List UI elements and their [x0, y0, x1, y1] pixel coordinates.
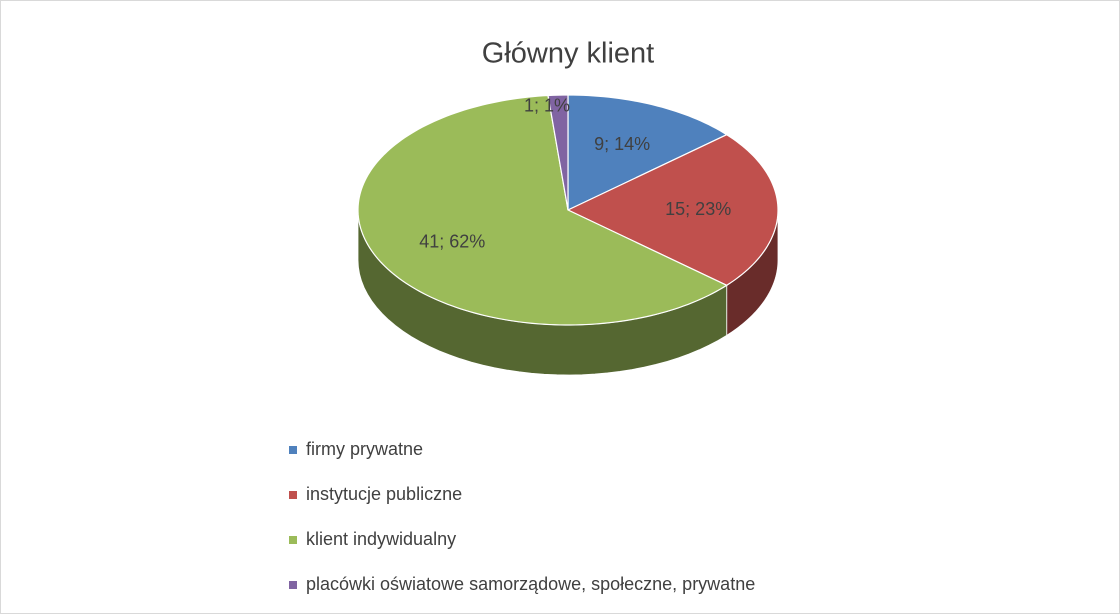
data-label: 9; 14%	[594, 134, 650, 154]
legend-swatch	[289, 581, 297, 589]
slice	[567, 94, 728, 211]
legend-label: instytucje publiczne	[306, 484, 462, 504]
legend-label: klient indywidualny	[306, 529, 456, 549]
legend-label: placówki oświatowe samorządowe, społeczn…	[306, 574, 755, 594]
data-label: 1; 1%	[524, 95, 570, 115]
legend-swatch	[289, 446, 297, 454]
data-label: 41; 62%	[419, 231, 485, 251]
slice	[357, 94, 728, 326]
slice	[566, 134, 779, 286]
slice	[547, 94, 569, 211]
data-label: 15; 23%	[665, 199, 731, 219]
legend-swatch	[289, 491, 297, 499]
chart-title: Główny klient	[482, 38, 654, 70]
legend-label: firmy prywatne	[306, 439, 423, 459]
legend-swatch	[289, 536, 297, 544]
